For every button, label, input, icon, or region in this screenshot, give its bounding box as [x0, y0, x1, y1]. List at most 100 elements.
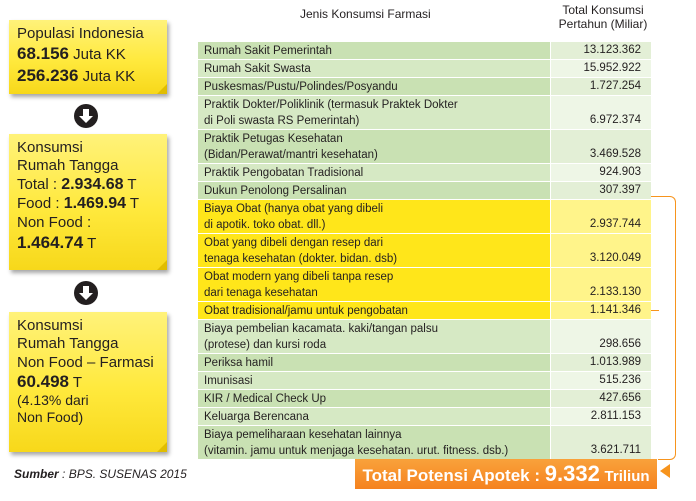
- total-potential-banner: Total Potensi Apotek : 9.332 Triliun: [355, 459, 657, 489]
- source-text: : BPS. SUSENAS 2015: [62, 467, 187, 481]
- table-row: Obat tradisional/jamu untuk pengobatan 1.…: [198, 302, 651, 320]
- row-label-line: Biaya pembelian kacamata. kaki/tangan pa…: [204, 323, 438, 335]
- table-header-total: Total Konsumsi Pertahun (Miliar): [548, 3, 658, 32]
- pharmacy-value: 60.498: [17, 371, 69, 391]
- pharmacy-pct-line1: (4.13% dari: [17, 392, 89, 409]
- table-row: Biaya pemeliharaan kesehatan lainnya (vit…: [198, 426, 651, 460]
- pharmacy-line1: Konsumsi: [17, 317, 83, 334]
- row-label-line: Obat tradisional/jamu untuk pengobatan: [204, 305, 408, 317]
- row-label-line: Rumah Sakit Pemerintah: [204, 45, 332, 57]
- source-label: Sumber: [14, 467, 59, 481]
- row-label-line: Periksa hamil: [204, 357, 274, 369]
- nonfood-label: Non Food :: [17, 214, 92, 232]
- total-potential-unit: Triliun: [604, 468, 650, 485]
- pharmacy-consumption-note: Konsumsi Rumah Tangga Non Food – Farmasi…: [9, 312, 167, 452]
- row-label-line: Obat yang dibeli dengan resep dari: [204, 237, 384, 249]
- household-line2: Rumah Tangga: [17, 157, 119, 175]
- row-label: Rumah Sakit Pemerintah: [198, 42, 550, 59]
- row-label-line: Biaya pemeliharaan kesehatan lainnya: [204, 429, 402, 441]
- arrow-down-icon: [74, 104, 98, 128]
- total-potential-label: Total Potensi Apotek :: [362, 466, 541, 485]
- row-label: Praktik Pengobatan Tradisional: [198, 164, 550, 181]
- table-row: Obat yang dibeli dengan resep dari tenaga…: [198, 234, 651, 268]
- row-label: Keluarga Berencana: [198, 408, 550, 425]
- table-row: Praktik Petugas Kesehatan (Bidan/Perawat/…: [198, 130, 651, 164]
- row-value: 1.141.346: [550, 302, 651, 319]
- nonfood-unit: T: [87, 234, 97, 252]
- row-label-line: Rumah Sakit Swasta: [204, 63, 311, 75]
- table-row: KIR / Medical Check Up 427.656: [198, 390, 651, 408]
- food-label: Food :: [17, 194, 60, 212]
- nonfood-value: 1.464.74: [17, 232, 84, 252]
- household-consumption-note: Konsumsi Rumah Tangga Total : 2.934.68 T…: [9, 134, 167, 270]
- bracket-mid-tick: [651, 310, 659, 311]
- table-row: Dukun Penolong Persalinan 307.397: [198, 182, 651, 200]
- total-label: Total :: [17, 175, 58, 193]
- row-label-line: Dukun Penolong Persalinan: [204, 185, 347, 197]
- total-unit: T: [127, 175, 137, 193]
- table-row: Obat modern yang dibeli tanpa resep dari …: [198, 268, 651, 302]
- row-label: KIR / Medical Check Up: [198, 390, 550, 407]
- total-potential-value: 9.332: [544, 461, 600, 486]
- population-title: Populasi Indonesia: [17, 25, 144, 42]
- table-row: Biaya pembelian kacamata. kaki/tangan pa…: [198, 320, 651, 354]
- pharmacy-unit: T: [72, 373, 83, 391]
- population-value: 256.236: [17, 65, 79, 85]
- row-label-line: (Bidan/Perawat/mantri kesehatan): [204, 149, 378, 161]
- row-label-line: Praktik Dokter/Poliklinik (termasuk Prak…: [204, 99, 458, 111]
- row-value: 307.397: [550, 182, 651, 199]
- food-value: 1.469.94: [63, 194, 126, 212]
- row-label-line: Biaya Obat (hanya obat yang dibeli: [204, 203, 384, 215]
- row-label-line: Keluarga Berencana: [204, 411, 309, 423]
- population-note: Populasi Indonesia 68.156 Juta KK 256.23…: [9, 20, 167, 94]
- row-label: Biaya pemeliharaan kesehatan lainnya (vit…: [198, 426, 550, 459]
- table-row: Praktik Dokter/Poliklinik (termasuk Prak…: [198, 96, 651, 130]
- table-row: Praktik Pengobatan Tradisional 924.903: [198, 164, 651, 182]
- table-row: Rumah Sakit Pemerintah 13.123.362: [198, 42, 651, 60]
- row-value: 924.903: [550, 164, 651, 181]
- row-label: Biaya Obat (hanya obat yang dibeli di apo…: [198, 200, 550, 233]
- row-value: 427.656: [550, 390, 651, 407]
- row-value: 2.811.153: [550, 408, 651, 425]
- row-label: Obat modern yang dibeli tanpa resep dari …: [198, 268, 550, 301]
- food-unit: T: [129, 194, 140, 212]
- row-value: 298.656: [550, 320, 651, 353]
- arrow-down-icon: [74, 281, 98, 305]
- row-value: 15.952.922: [550, 60, 651, 77]
- table-header-type: Jenis Konsumsi Farmasi: [300, 7, 431, 21]
- row-value: 2.133.130: [550, 268, 651, 301]
- row-label: Imunisasi: [198, 372, 550, 389]
- row-label-line: Imunisasi: [204, 375, 253, 387]
- row-label-line: tenaga kesehatan (dokter. bidan. dsb): [204, 253, 398, 265]
- row-label-line: Praktik Petugas Kesehatan: [204, 133, 343, 145]
- row-label-line: KIR / Medical Check Up: [204, 393, 327, 405]
- row-label: Praktik Petugas Kesehatan (Bidan/Perawat/…: [198, 130, 550, 163]
- row-label-line: dari tenaga kesehatan: [204, 287, 318, 299]
- row-value: 1.013.989: [550, 354, 651, 371]
- table-header-total-line2: Pertahun (Miliar): [558, 17, 648, 32]
- row-value: 3.120.049: [550, 234, 651, 267]
- row-label: Dukun Penolong Persalinan: [198, 182, 550, 199]
- row-value: 1.727.254: [550, 78, 651, 95]
- kk-unit: Juta KK: [73, 46, 126, 64]
- table-row: Periksa hamil 1.013.989: [198, 354, 651, 372]
- row-value: 3.469.528: [550, 130, 651, 163]
- row-label: Praktik Dokter/Poliklinik (termasuk Prak…: [198, 96, 550, 129]
- row-label-line: (vitamin. jamu untuk menjaga kesehatan. …: [204, 445, 509, 457]
- row-label: Obat tradisional/jamu untuk pengobatan: [198, 302, 550, 319]
- total-value: 2.934.68: [61, 175, 124, 193]
- row-label: Rumah Sakit Swasta: [198, 60, 550, 77]
- row-label-line: Obat modern yang dibeli tanpa resep: [204, 271, 394, 283]
- row-value: 13.123.362: [550, 42, 651, 59]
- household-line1: Konsumsi: [17, 139, 83, 156]
- pharmacy-line2: Rumah Tangga: [17, 335, 119, 353]
- row-label: Obat yang dibeli dengan resep dari tenaga…: [198, 234, 550, 267]
- row-label: Biaya pembelian kacamata. kaki/tangan pa…: [198, 320, 550, 353]
- consumption-table: Rumah Sakit Pemerintah 13.123.362 Rumah Sa…: [198, 42, 651, 460]
- pharmacy-line3: Non Food – Farmasi: [17, 353, 154, 371]
- arrow-left-icon: [660, 464, 670, 478]
- table-row: Puskesmas/Pustu/Polindes/Posyandu 1.727.2…: [198, 78, 651, 96]
- row-value: 515.236: [550, 372, 651, 389]
- table-row: Keluarga Berencana 2.811.153: [198, 408, 651, 426]
- source-note: Sumber : BPS. SUSENAS 2015: [14, 467, 187, 481]
